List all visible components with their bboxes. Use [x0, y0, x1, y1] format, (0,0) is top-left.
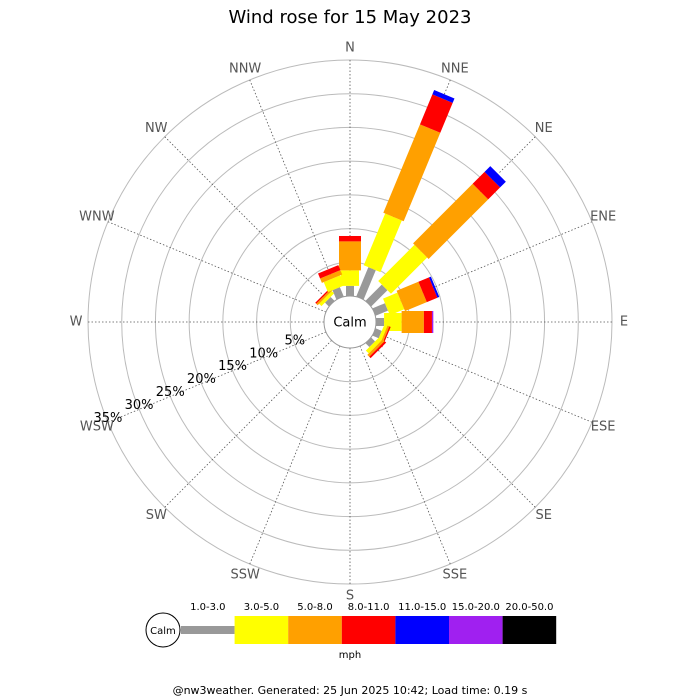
wind-bar-segment: [318, 265, 341, 279]
direction-label: NNE: [441, 61, 469, 76]
wind-bar-segment: [320, 270, 343, 283]
wind-bar-segment: [383, 124, 441, 222]
wind-bar-segment: [484, 166, 506, 188]
direction-label: WSW: [80, 419, 114, 434]
legend-label: 3.0-5.0: [244, 602, 279, 613]
wind-bar-segment: [396, 281, 427, 312]
direction-label: NNW: [229, 61, 261, 76]
r-tick-label: 10%: [249, 346, 278, 361]
wind-bar-segment: [319, 291, 335, 307]
direction-label: NE: [535, 121, 553, 136]
direction-label: ENE: [590, 210, 616, 225]
spoke: [373, 331, 593, 423]
direction-label: ESE: [591, 419, 616, 434]
wind-bar-segment: [332, 287, 344, 300]
wind-bar-segment: [376, 318, 385, 326]
wind-bar-segment: [372, 303, 389, 316]
wind-bar-segment: [401, 311, 424, 333]
wind-bar-segment: [432, 90, 455, 103]
wind-bar-segment: [378, 244, 428, 294]
grid-ring: [188, 160, 512, 484]
legend-swatch: [288, 616, 342, 644]
direction-label: SE: [536, 508, 552, 523]
direction-label: WNW: [79, 210, 115, 225]
legend-swatch: [502, 616, 557, 644]
legend-swatch: [181, 626, 235, 634]
legend-swatch: [449, 616, 503, 644]
wind-bar-segment: [365, 284, 388, 307]
legend-label: 20.0-50.0: [505, 602, 553, 613]
wind-bar-segment: [341, 270, 359, 286]
wind-bar-segment: [383, 292, 405, 316]
legend-calm: [145, 612, 181, 648]
direction-label: E: [620, 315, 628, 330]
legend-swatch: [341, 616, 396, 644]
wind-bar-segment: [418, 277, 438, 303]
wind-bar-segment: [323, 275, 345, 293]
wind-bar-segment: [367, 339, 385, 357]
legend-label: 5.0-8.0: [297, 602, 332, 613]
spoke: [164, 136, 332, 304]
spoke: [368, 340, 536, 508]
calm-label: Calm: [333, 316, 366, 331]
wind-bar-segment: [339, 241, 361, 271]
wind-bar-segment: [316, 288, 334, 306]
spoke: [249, 345, 341, 565]
spoke: [107, 221, 327, 313]
legend-swatch: [395, 616, 449, 644]
wind-bar-segment: [346, 285, 354, 296]
direction-label: N: [345, 41, 355, 56]
legend-label: 15.0-20.0: [452, 602, 500, 613]
spoke: [164, 340, 332, 508]
spoke: [107, 331, 327, 423]
wind-bar-segment: [419, 94, 453, 133]
wind-bar-segment: [365, 337, 382, 354]
units-label: mph: [339, 650, 361, 661]
wind-bar-segment: [324, 296, 335, 307]
wind-bar-segment: [365, 337, 376, 348]
r-tick-label: 15%: [218, 359, 247, 374]
r-tick-label: 25%: [156, 385, 185, 400]
wind-bar-segment: [413, 183, 489, 259]
legend-label: 11.0-15.0: [398, 602, 446, 613]
direction-label: W: [70, 315, 83, 330]
spoke: [249, 79, 341, 299]
wind-bar-segment: [369, 341, 387, 359]
grid-ring: [222, 194, 478, 450]
chart-title: Wind rose for 15 May 2023: [229, 7, 472, 28]
wind-bar-segment: [339, 235, 361, 242]
legend-calm-label: Calm: [150, 626, 176, 637]
r-tick-label: 35%: [93, 411, 122, 426]
wind-bar-segment: [363, 213, 402, 273]
wind-bar-segment: [356, 267, 376, 300]
wind-bar-segment: [423, 311, 432, 333]
r-tick-label: 20%: [187, 372, 216, 387]
wind-bar-segment: [431, 311, 434, 333]
direction-label: S: [346, 589, 354, 604]
wind-bar-segment: [472, 171, 501, 200]
direction-label: SW: [146, 508, 167, 523]
r-tick-label: 5%: [285, 333, 306, 348]
wind-bar-segment: [428, 276, 440, 298]
direction-label: SSE: [442, 568, 467, 583]
spoke: [359, 345, 451, 565]
legend-label: 1.0-3.0: [190, 602, 225, 613]
direction-label: NW: [145, 121, 168, 136]
calm-circle: [323, 295, 377, 349]
r-tick-label: 30%: [125, 398, 154, 413]
legend-swatch: [234, 616, 289, 644]
grid-ring: [121, 93, 579, 551]
footer: @nw3weather. Generated: 25 Jun 2025 10:4…: [173, 684, 528, 697]
direction-label: SSW: [230, 568, 260, 583]
legend-label: 8.0-11.0: [348, 602, 390, 613]
